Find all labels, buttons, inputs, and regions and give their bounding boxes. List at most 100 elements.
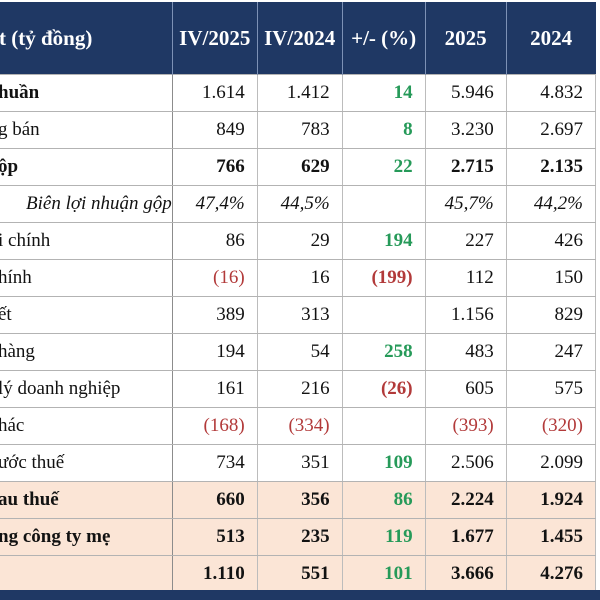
table-cell-change: (199) — [341, 259, 426, 297]
header-row: t (tỷ đồng) IV/2025 IV/2024 +/- (%) 2025… — [0, 0, 596, 75]
table-cell: 4.276 — [505, 555, 597, 593]
row-label: ng công ty mẹ — [0, 518, 173, 556]
table-row: ết 389 313 1.156 829 — [0, 296, 597, 334]
table-cell: 1.677 — [424, 518, 507, 556]
table-cell: 86 — [171, 222, 258, 260]
table-cell: (334) — [256, 407, 343, 445]
table-cell: 4.832 — [505, 74, 597, 112]
row-label: g bán — [0, 111, 173, 149]
table-cell-change: 14 — [341, 74, 426, 112]
table-cell-change: 8 — [341, 111, 426, 149]
table-cell: 216 — [256, 370, 343, 408]
table-cell: (320) — [505, 407, 597, 445]
table-cell: 2.099 — [505, 444, 597, 482]
table-cell-change: 194 — [341, 222, 426, 260]
table-cell-change: 109 — [341, 444, 426, 482]
table-cell-change: 86 — [341, 481, 426, 519]
row-label: hính — [0, 259, 173, 297]
table-cell: 47,4% — [171, 185, 258, 223]
row-label: ết — [0, 296, 173, 334]
table-row: ước thuế 734 351 109 2.506 2.099 — [0, 444, 597, 482]
table-cell-change: 101 — [341, 555, 426, 593]
row-label: ước thuế — [0, 444, 173, 482]
table-row: g bán 849 783 8 3.230 2.697 — [0, 111, 597, 149]
row-label: huần — [0, 74, 173, 112]
row-label: Biên lợi nhuận gộp — [0, 185, 173, 223]
table-cell: 161 — [171, 370, 258, 408]
table-cell: 2.697 — [505, 111, 597, 149]
table-cell-change: (26) — [341, 370, 426, 408]
table-cell: 235 — [256, 518, 343, 556]
row-label: lý doanh nghiệp — [0, 370, 173, 408]
table-cell: 112 — [424, 259, 507, 297]
table-cell: 150 — [505, 259, 597, 297]
column-header-2024: 2024 — [505, 0, 596, 75]
table-cell: 1.924 — [505, 481, 597, 519]
column-header-change-pct: +/- (%) — [341, 0, 426, 75]
table-cell: 575 — [505, 370, 597, 408]
row-label: au thuế — [0, 481, 173, 519]
table-cell: 351 — [256, 444, 343, 482]
row-label: i chính — [0, 222, 173, 260]
table-cell: 849 — [171, 111, 258, 149]
table-cell: 1.110 — [171, 555, 258, 593]
table-cell: 356 — [256, 481, 343, 519]
table-cell: 513 — [171, 518, 258, 556]
table-cell: 5.946 — [424, 74, 507, 112]
row-label: ộp — [0, 148, 173, 186]
table-cell: 2.506 — [424, 444, 507, 482]
table-cell: 783 — [256, 111, 343, 149]
column-header-q4-2025: IV/2025 — [171, 0, 258, 75]
table-cell: (16) — [171, 259, 258, 297]
table-cell: (168) — [171, 407, 258, 445]
column-header-q4-2024: IV/2024 — [256, 0, 343, 75]
table-cell: 16 — [256, 259, 343, 297]
table-cell: 605 — [424, 370, 507, 408]
table-cell: 44,5% — [256, 185, 343, 223]
table-cell: (393) — [424, 407, 507, 445]
table-cell: 483 — [424, 333, 507, 371]
table-cell: 194 — [171, 333, 258, 371]
table-row: hàng 194 54 258 483 247 — [0, 333, 597, 371]
table-cell-change: 258 — [341, 333, 426, 371]
table-cell: 29 — [256, 222, 343, 260]
table-cell: 44,2% — [505, 185, 597, 223]
row-label: hác — [0, 407, 173, 445]
row-label — [0, 555, 173, 593]
table-row: ộp 766 629 22 2.715 2.135 — [0, 148, 597, 186]
table-cell: 551 — [256, 555, 343, 593]
table-cell: 3.230 — [424, 111, 507, 149]
table-cell: 629 — [256, 148, 343, 186]
table-cell: 2.135 — [505, 148, 597, 186]
table-cell: 1.455 — [505, 518, 597, 556]
table-cell: 1.156 — [424, 296, 507, 334]
table-cell: 389 — [171, 296, 258, 334]
table-cell-change — [341, 296, 426, 334]
table-row: au thuế 660 356 86 2.224 1.924 — [0, 481, 597, 519]
table-header: t (tỷ đồng) IV/2025 IV/2024 +/- (%) 2025… — [0, 0, 596, 75]
table-row: lý doanh nghiệp 161 216 (26) 605 575 — [0, 370, 597, 408]
table-cell: 2.224 — [424, 481, 507, 519]
table-row: Biên lợi nhuận gộp 47,4% 44,5% 45,7% 44,… — [0, 185, 597, 223]
table-cell: 45,7% — [424, 185, 507, 223]
table-body: huần 1.614 1.412 14 5.946 4.832 g bán 84… — [0, 74, 597, 593]
table-cell-change — [341, 185, 426, 223]
table-cell: 247 — [505, 333, 597, 371]
table-cell: 734 — [171, 444, 258, 482]
table-cell: 313 — [256, 296, 343, 334]
column-header-indicator: t (tỷ đồng) — [0, 0, 173, 75]
table-row: hính (16) 16 (199) 112 150 — [0, 259, 597, 297]
table-row: 1.110 551 101 3.666 4.276 — [0, 555, 597, 593]
table-cell: 1.614 — [171, 74, 258, 112]
table-row: i chính 86 29 194 227 426 — [0, 222, 597, 260]
table-cell: 426 — [505, 222, 597, 260]
table-row: huần 1.614 1.412 14 5.946 4.832 — [0, 74, 597, 112]
table-row: hác (168) (334) (393) (320) — [0, 407, 597, 445]
table-cell: 54 — [256, 333, 343, 371]
bottom-bar — [0, 590, 600, 600]
table-cell: 227 — [424, 222, 507, 260]
table-cell: 2.715 — [424, 148, 507, 186]
column-header-2025: 2025 — [424, 0, 507, 75]
